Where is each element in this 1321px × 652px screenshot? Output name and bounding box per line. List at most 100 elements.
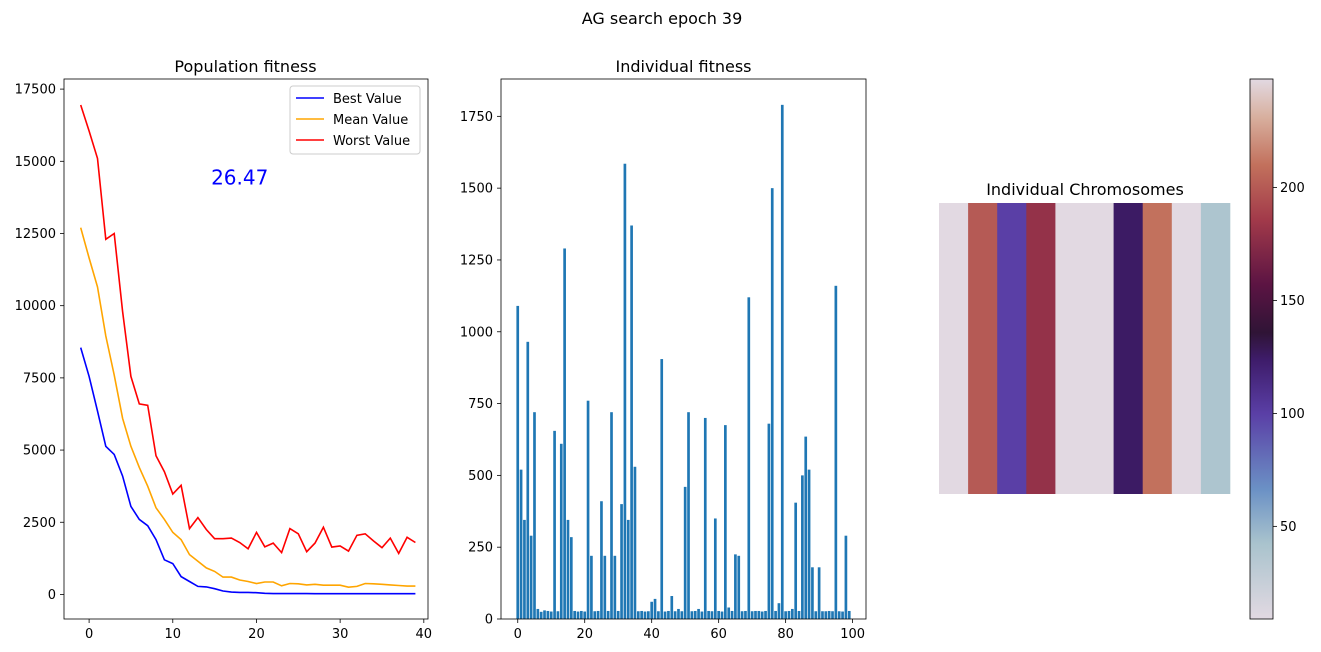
bar bbox=[847, 610, 851, 619]
bar bbox=[683, 486, 687, 619]
bar bbox=[613, 555, 617, 619]
chromosome-column bbox=[1142, 203, 1173, 494]
bar bbox=[667, 610, 670, 619]
bar bbox=[801, 475, 804, 619]
bar bbox=[533, 412, 536, 619]
bar bbox=[647, 611, 650, 619]
bar bbox=[660, 359, 664, 619]
bar bbox=[717, 610, 720, 619]
bar bbox=[841, 611, 844, 619]
colorbar-tick-label: 150 bbox=[1280, 294, 1305, 309]
bar bbox=[640, 610, 643, 619]
bar bbox=[760, 611, 764, 619]
population-fitness-chart: Population fitness 0 10 20 30 40 0 2500 5000 75… bbox=[15, 57, 432, 642]
bar bbox=[526, 341, 530, 619]
bar bbox=[653, 598, 657, 619]
x-tick-label: 0 bbox=[514, 627, 522, 642]
bar bbox=[636, 611, 640, 619]
bar bbox=[650, 601, 654, 619]
chromosome-column bbox=[1200, 203, 1231, 494]
y-tick-label: 2500 bbox=[23, 516, 56, 531]
bar bbox=[837, 611, 841, 619]
bar bbox=[516, 305, 520, 619]
bar bbox=[747, 297, 751, 619]
x-tick-label: 20 bbox=[248, 627, 265, 642]
chromosome-column bbox=[1084, 203, 1114, 494]
x-tick-label: 40 bbox=[643, 627, 660, 642]
bar bbox=[600, 501, 603, 619]
bar bbox=[777, 603, 781, 619]
bar bbox=[730, 610, 734, 619]
individual-fitness-bars bbox=[516, 104, 851, 620]
legend-label-mean: Mean Value bbox=[333, 113, 408, 128]
colorbar: 50 100 150 200 bbox=[1249, 78, 1305, 620]
bar bbox=[519, 469, 523, 619]
bar bbox=[569, 537, 573, 619]
bar bbox=[834, 285, 838, 619]
bar bbox=[744, 610, 747, 619]
bar bbox=[844, 535, 848, 619]
bar bbox=[710, 611, 714, 619]
bar bbox=[697, 608, 700, 619]
individual-fitness-x-ticks: 0 20 40 60 80 100 bbox=[514, 619, 865, 642]
legend-box bbox=[289, 85, 421, 155]
y-tick-label: 0 bbox=[48, 588, 56, 603]
series-line-best-value bbox=[79, 347, 416, 595]
bar bbox=[593, 611, 597, 619]
bar bbox=[690, 611, 694, 619]
bar bbox=[754, 610, 757, 619]
series-line-mean-value bbox=[79, 227, 416, 589]
bar bbox=[804, 436, 808, 619]
y-tick-label: 1250 bbox=[460, 253, 493, 268]
bar bbox=[693, 610, 697, 619]
bar bbox=[623, 163, 627, 620]
population-fitness-x-ticks: 0 10 20 30 40 bbox=[85, 619, 432, 642]
chromosome-column bbox=[1113, 203, 1143, 494]
chromosome-column bbox=[997, 203, 1027, 494]
population-fitness-title: Population fitness bbox=[174, 57, 316, 76]
y-tick-label: 7500 bbox=[23, 371, 56, 386]
bar bbox=[787, 610, 791, 619]
bar bbox=[824, 611, 828, 619]
bar bbox=[767, 423, 771, 619]
bar bbox=[817, 567, 821, 619]
bar bbox=[559, 443, 563, 619]
legend-label-worst: Worst Value bbox=[333, 134, 410, 149]
individual-fitness-chart: Individual fitness 0 20 40 60 80 100 0 250 500 7… bbox=[460, 57, 867, 642]
bar bbox=[610, 412, 613, 619]
bar bbox=[626, 519, 630, 619]
bar bbox=[539, 611, 543, 619]
bar bbox=[580, 610, 583, 619]
individual-chromosomes-chart: Individual Chromosomes bbox=[939, 180, 1231, 494]
x-tick-label: 10 bbox=[165, 627, 182, 642]
bar bbox=[673, 611, 677, 619]
y-tick-label: 250 bbox=[468, 541, 493, 556]
legend-label-best: Best Value bbox=[333, 92, 402, 107]
bar bbox=[566, 519, 570, 619]
bar bbox=[814, 611, 818, 619]
bar bbox=[546, 610, 550, 619]
colorbar-ticks: 50 100 150 200 bbox=[1273, 181, 1305, 535]
population-fitness-legend: Best Value Mean Value Worst Value bbox=[289, 85, 421, 155]
bar bbox=[780, 104, 784, 620]
individual-fitness-frame bbox=[500, 78, 867, 620]
colorbar-tick-label: 200 bbox=[1280, 181, 1305, 196]
colorbar-gradient bbox=[1249, 78, 1274, 620]
bar bbox=[770, 188, 774, 619]
bar bbox=[827, 610, 831, 619]
y-tick-label: 1000 bbox=[460, 325, 493, 340]
individual-fitness-title: Individual fitness bbox=[615, 57, 751, 76]
chromosome-column bbox=[968, 203, 998, 494]
population-fitness-y-ticks: 0 2500 5000 7500 10000 12500 15000 17500 bbox=[15, 83, 64, 603]
population-fitness-lines bbox=[79, 104, 416, 595]
bar bbox=[797, 610, 801, 619]
bar bbox=[740, 611, 744, 619]
bar bbox=[603, 555, 607, 619]
x-tick-label: 40 bbox=[416, 627, 433, 642]
y-tick-label: 17500 bbox=[15, 83, 56, 98]
chromosome-column bbox=[939, 203, 969, 494]
y-tick-label: 5000 bbox=[23, 444, 56, 459]
population-fitness-frame bbox=[63, 78, 429, 620]
x-tick-label: 60 bbox=[710, 627, 727, 642]
